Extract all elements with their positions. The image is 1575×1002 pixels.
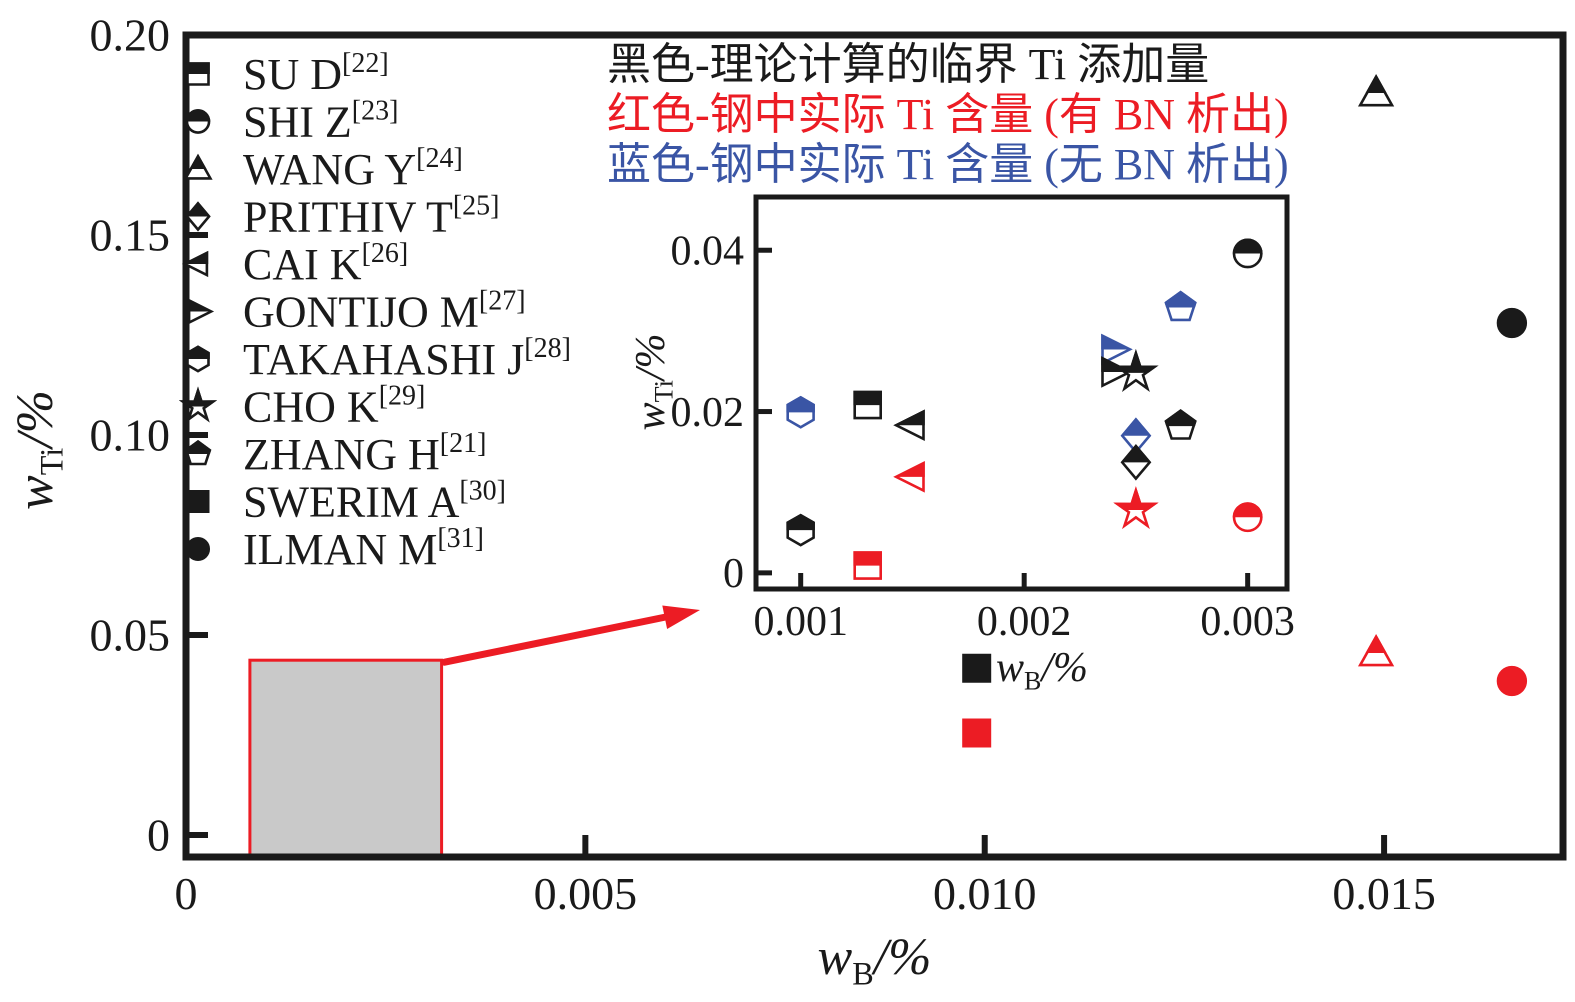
legend-item-ilman-m: ILMAN M[31] <box>185 523 484 574</box>
main-x-tick-label: 0.010 <box>933 868 1037 919</box>
legend-item-cai-k: CAI K[26] <box>181 238 408 289</box>
inset-point-zhang-h-blue <box>1164 290 1197 322</box>
legend-item-wang-y: WANG Y[24] <box>183 143 463 194</box>
inset-point-takahashi-j-blue <box>786 395 815 429</box>
main-y-axis-title: wTi/% <box>7 390 69 510</box>
legend-marker-shi-z <box>185 109 211 134</box>
main-y-tick-label: 0 <box>147 810 170 861</box>
legend-marker-su-d <box>186 62 210 86</box>
main-x-tick-label: 0 <box>175 868 198 919</box>
main-plot-border <box>182 31 1567 861</box>
inset-point-cho-k-red <box>1113 486 1159 530</box>
inset-point-su-d-black <box>853 390 882 420</box>
main-y-tick-label: 0.05 <box>90 610 171 661</box>
legend-label-zhang-h: ZHANG H[21] <box>243 428 486 479</box>
legend-marker-cai-k <box>181 250 209 278</box>
inset-y-tick-label: 0 <box>723 551 744 597</box>
inset-plot-border <box>753 194 1290 592</box>
legend-label-prithiv-t: PRITHIV T[25] <box>243 191 500 242</box>
legend-label-takahashi-j: TAKAHASHI J[28] <box>243 333 571 384</box>
inset-point-prithiv-t-black <box>1120 444 1152 481</box>
legend-item-gontijo-m: GONTIJO M[27] <box>187 286 526 337</box>
legend-label-wang-y: WANG Y[24] <box>243 143 463 194</box>
legend-marker-gontijo-m <box>187 298 215 325</box>
point-wang-y-red <box>1357 634 1395 667</box>
legend-item-su-d: SU D[22] <box>186 48 389 99</box>
legend-marker-takahashi-j <box>186 345 210 373</box>
legend-label-cho-k: CHO K[29] <box>243 381 425 432</box>
inset-point-shi-z-black <box>1232 238 1263 269</box>
legend-item-swerim-a: SWERIM A[30] <box>186 476 506 527</box>
legend-marker-ilman-m <box>185 537 211 561</box>
inset-x-tick-label: 0.003 <box>1200 599 1295 645</box>
inset-y-axis-title: wTi/% <box>628 334 678 431</box>
legend-marker-cho-k <box>178 386 218 423</box>
main-data-points <box>962 74 1528 748</box>
inset-y-tick-label: 0.04 <box>671 229 745 275</box>
inset-x-axis-title: wB/% <box>996 645 1088 695</box>
legend-item-zhang-h: ZHANG H[21] <box>184 428 486 479</box>
color-note-blue: 蓝色-钢中实际 Ti 含量 (无 BN 析出) <box>607 140 1289 189</box>
legend-item-prithiv-t: PRITHIV T[25] <box>185 191 500 242</box>
inset-point-su-d-red <box>853 551 882 580</box>
inset-point-takahashi-j-black <box>786 513 815 547</box>
legend-label-ilman-m: ILMAN M[31] <box>243 523 484 574</box>
legend-marker-prithiv-t <box>185 201 211 232</box>
legend-label-cai-k: CAI K[26] <box>243 238 408 289</box>
main-y-tick-label: 0.15 <box>90 210 171 261</box>
main-axes: 0 0.005 0.010 0.015 0 0.05 0.10 0.15 0.20 <box>90 10 1567 919</box>
point-swerim-a-red <box>962 718 992 748</box>
inset-point-cho-k-black <box>1113 349 1159 393</box>
zoom-arrow <box>441 605 700 666</box>
legend-label-shi-z: SHI Z[23] <box>243 96 398 147</box>
main-y-tick-label: 0.10 <box>90 410 171 461</box>
inset-point-cai-k-red <box>893 461 925 493</box>
main-x-tick-label: 0.005 <box>534 868 638 919</box>
inset-axes: 0.001 0.002 0.003 0 0.02 0.04 <box>671 194 1295 645</box>
legend-item-cho-k: CHO K[29] <box>178 381 425 432</box>
legend-label-swerim-a: SWERIM A[30] <box>243 476 506 527</box>
legend: SU D[22]SHI Z[23]WANG Y[24]PRITHIV T[25]… <box>178 48 571 574</box>
inset-background <box>752 193 1291 593</box>
main-y-tick-label: 0.20 <box>90 10 171 61</box>
legend-item-takahashi-j: TAKAHASHI J[28] <box>186 333 571 384</box>
zoom-region-box <box>248 658 444 857</box>
color-note-black: 黑色-理论计算的临界 Ti 添加量 <box>607 40 1209 89</box>
legend-item-shi-z: SHI Z[23] <box>185 96 398 147</box>
point-ilman-m-red <box>1496 665 1528 697</box>
main-x-axis-title: wB/% <box>818 929 932 991</box>
legend-label-gontijo-m: GONTIJO M[27] <box>243 286 526 337</box>
inset-data-points <box>786 238 1263 580</box>
color-note-red: 红色-钢中实际 Ti 含量 (有 BN 析出) <box>607 90 1289 139</box>
point-wang-y-black <box>1357 74 1395 107</box>
inset-point-zhang-h-black <box>1164 409 1197 440</box>
inset-point-gontijo-m-blue <box>1101 333 1133 366</box>
legend-marker-wang-y <box>183 153 213 180</box>
legend-label-su-d: SU D[22] <box>243 48 389 99</box>
legend-marker-swerim-a <box>186 490 210 513</box>
main-x-tick-label: 0.015 <box>1332 868 1436 919</box>
inset-y-tick-label: 0.02 <box>671 390 745 436</box>
legend-marker-zhang-h <box>184 439 212 466</box>
point-swerim-a-black <box>962 653 992 683</box>
inset-x-tick-label: 0.001 <box>753 599 848 645</box>
point-ilman-m-black <box>1496 307 1528 339</box>
inset-point-cai-k-black <box>893 409 925 441</box>
inset-point-shi-z-red <box>1232 502 1263 533</box>
inset-x-tick-label: 0.002 <box>977 599 1072 645</box>
